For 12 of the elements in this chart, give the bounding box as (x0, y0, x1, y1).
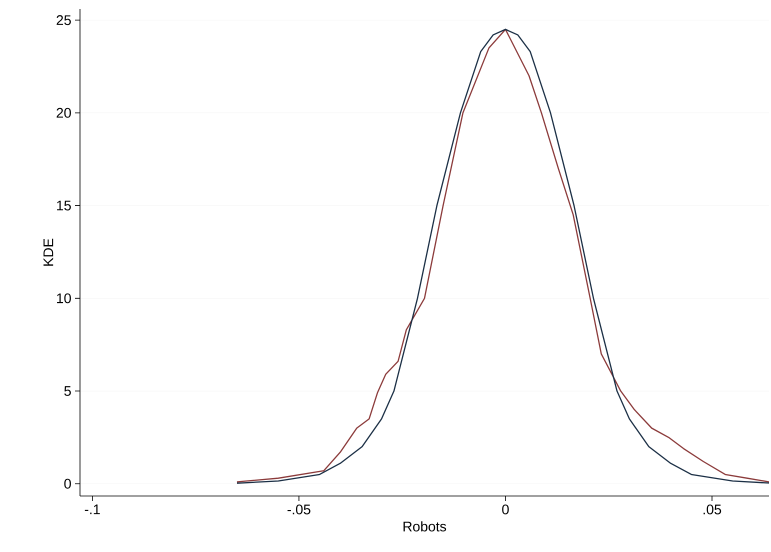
y-tick-label: 0 (64, 478, 71, 489)
x-tick-label: 0 (502, 504, 509, 514)
x-tick-label: -.1 (84, 504, 100, 514)
x-tick-label: -.05 (288, 504, 310, 514)
y-tick-label: 10 (57, 293, 71, 304)
x-tick-label: .05 (704, 504, 722, 514)
y-tick-label: 5 (64, 386, 71, 396)
x-axis-title: Robots (404, 521, 446, 532)
y-tick-label: 25 (56, 15, 71, 26)
y-tick-label: 15 (57, 200, 71, 210)
y-axis-title: KDE (44, 238, 54, 266)
y-tick-label: 20 (56, 108, 71, 118)
